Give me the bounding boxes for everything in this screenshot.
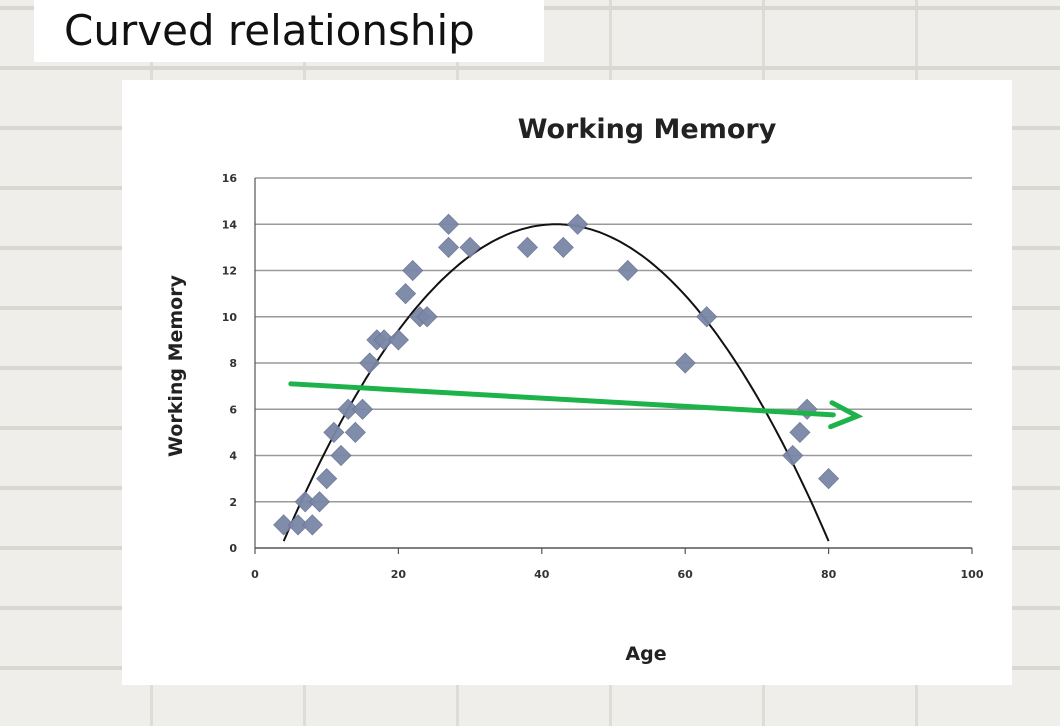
y-tick-label-6: 6 bbox=[229, 403, 237, 416]
x-tick-label-40: 40 bbox=[534, 568, 550, 581]
text-layer: Working Memory Age Working Memory bbox=[165, 114, 777, 665]
data-point-28 bbox=[782, 444, 804, 467]
x-tick-label-80: 80 bbox=[821, 568, 837, 581]
data-point-31 bbox=[818, 468, 840, 490]
data-point-26 bbox=[674, 352, 696, 374]
y-tick-label-14: 14 bbox=[222, 218, 238, 231]
data-point-16 bbox=[402, 259, 424, 282]
data-point-27 bbox=[696, 306, 718, 328]
data-point-0 bbox=[273, 514, 295, 536]
x-tick-label-20: 20 bbox=[391, 568, 407, 581]
data-point-2 bbox=[294, 491, 316, 513]
data-point-21 bbox=[459, 236, 481, 258]
y-tick-label-4: 4 bbox=[229, 450, 237, 463]
data-point-15 bbox=[395, 283, 417, 305]
data-point-6 bbox=[323, 421, 345, 443]
trend-curve bbox=[282, 223, 830, 542]
data-point-29 bbox=[789, 421, 811, 443]
data-point-13 bbox=[373, 329, 395, 351]
data-point-10 bbox=[351, 398, 374, 420]
data-point-3 bbox=[301, 514, 323, 536]
x-tick-label-0: 0 bbox=[251, 568, 259, 581]
y-tick-label-10: 10 bbox=[222, 311, 238, 324]
title-box: Curved relationship bbox=[34, 0, 544, 62]
data-point-30 bbox=[796, 398, 818, 420]
chart-panel: 0 2 4 6 8 10 12 14 16 0 20 40 60 80 100 Working Memory… bbox=[122, 80, 1012, 685]
data-point-14 bbox=[387, 329, 409, 351]
y-tick-label-8: 8 bbox=[229, 357, 237, 370]
x-axis-title: Age bbox=[625, 643, 666, 665]
data-point-22 bbox=[516, 236, 539, 258]
y-tick-label-0: 0 bbox=[229, 542, 237, 555]
y-tick-label-16: 16 bbox=[222, 172, 238, 185]
y-tick-label-12: 12 bbox=[222, 265, 237, 278]
data-point-9 bbox=[344, 421, 366, 443]
data-point-20 bbox=[438, 213, 460, 235]
working-memory-chart: 0 2 4 6 8 10 12 14 16 0 20 40 60 80 100 Working Memory… bbox=[165, 114, 984, 665]
data-point-5 bbox=[316, 468, 338, 490]
x-tick-label-100: 100 bbox=[961, 568, 984, 581]
data-point-18 bbox=[416, 306, 438, 328]
curve-layer bbox=[282, 223, 830, 542]
data-point-25 bbox=[617, 259, 639, 282]
data-point-7 bbox=[330, 444, 352, 467]
x-tick-label-60: 60 bbox=[678, 568, 694, 581]
data-point-8 bbox=[337, 398, 359, 420]
data-point-24 bbox=[567, 213, 589, 235]
arrow-layer bbox=[288, 381, 864, 430]
slide-title: Curved relationship bbox=[64, 6, 475, 55]
y-axis-title: Working Memory bbox=[165, 274, 187, 457]
y-tick-label-2: 2 bbox=[229, 496, 237, 509]
data-point-4 bbox=[308, 491, 331, 513]
axis-layer: 0 2 4 6 8 10 12 14 16 0 20 40 60 80 100 bbox=[222, 172, 984, 581]
annotation-arrow-head bbox=[828, 400, 864, 430]
data-point-19 bbox=[438, 236, 460, 258]
chart-title: Working Memory bbox=[518, 114, 777, 145]
annotation-arrow-shaft bbox=[288, 381, 836, 418]
points-layer bbox=[273, 213, 840, 536]
data-point-1 bbox=[287, 514, 309, 536]
data-point-11 bbox=[359, 352, 381, 374]
data-point-23 bbox=[552, 236, 574, 258]
